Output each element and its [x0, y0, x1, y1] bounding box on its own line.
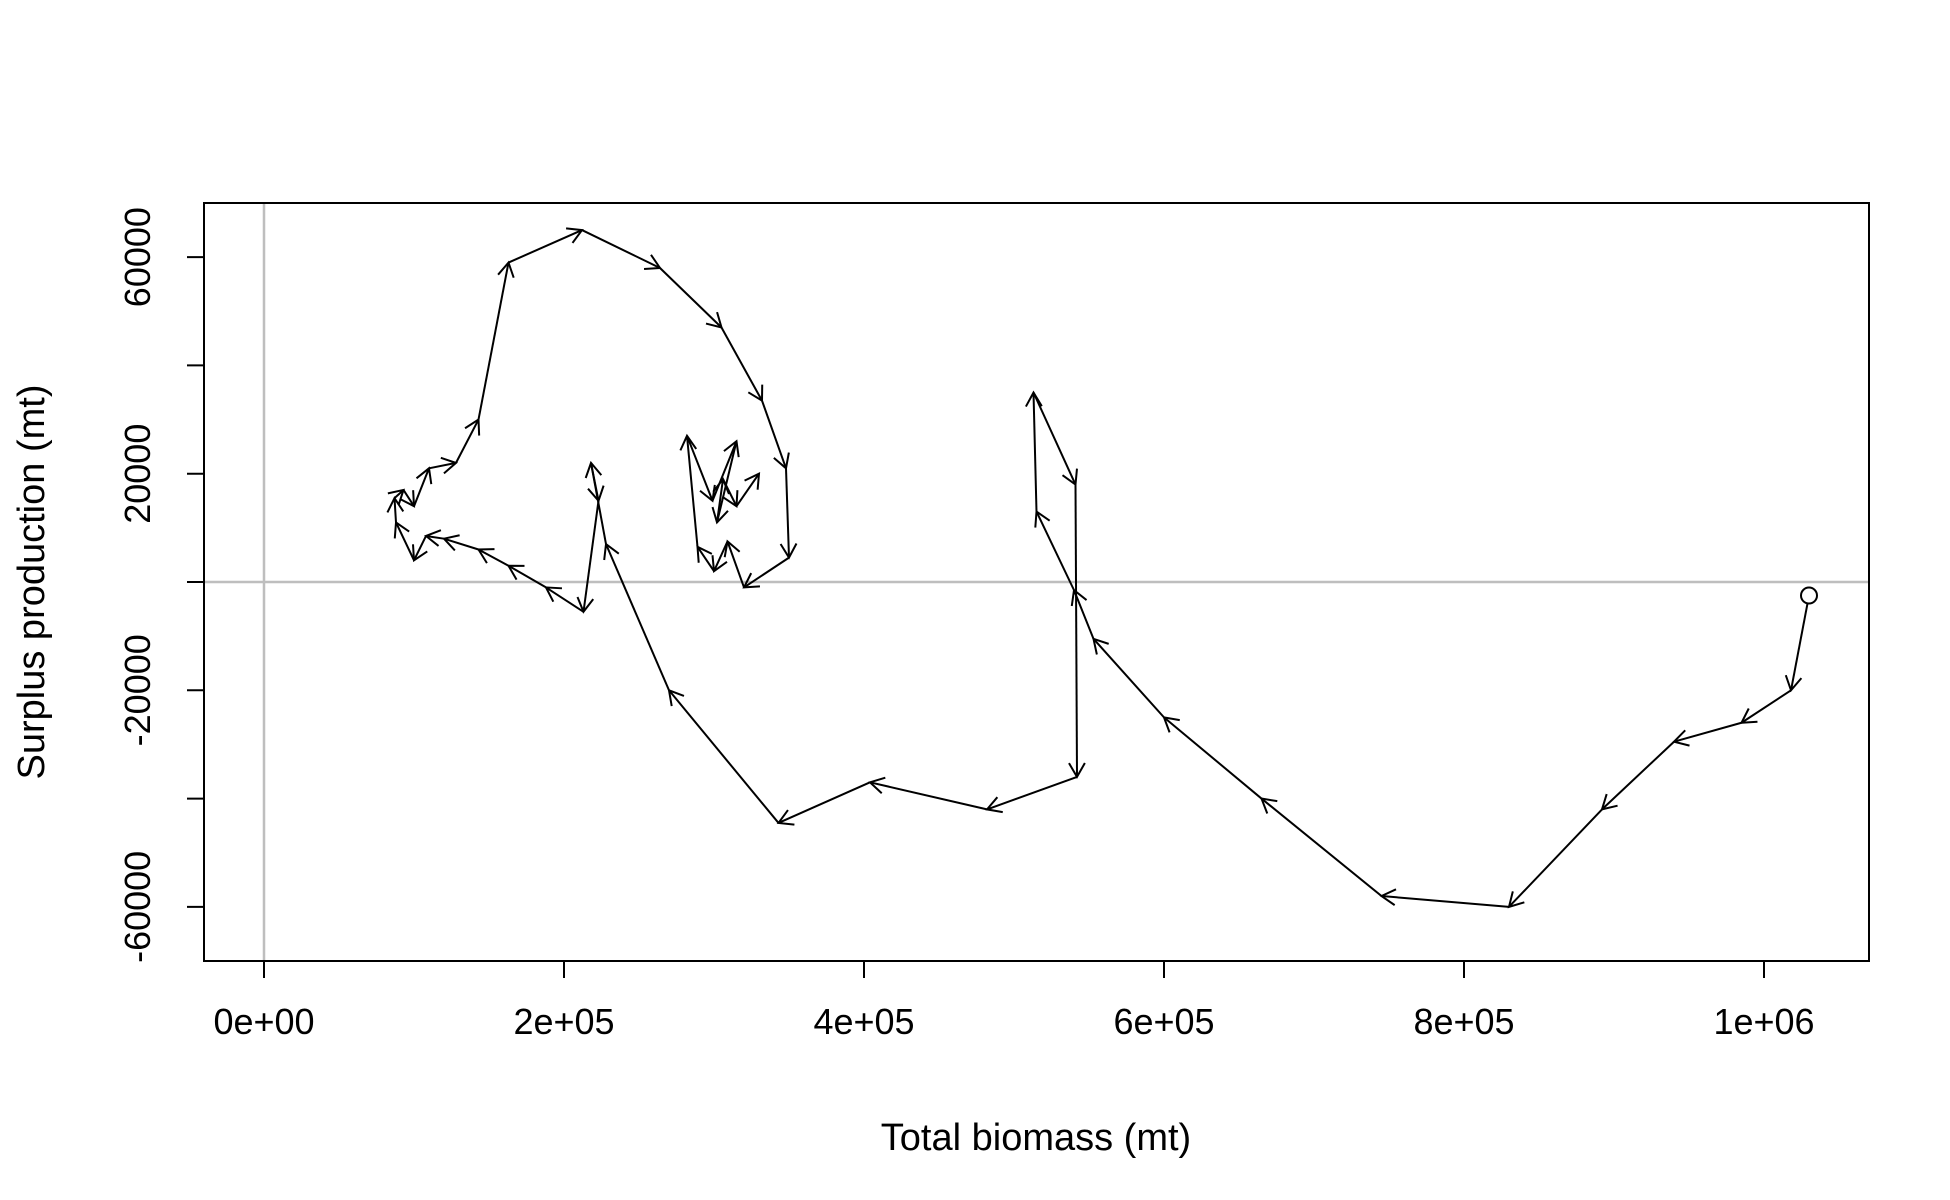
trajectory-segment — [713, 540, 729, 572]
x-axis: 0e+00 2e+05 4e+05 6e+05 8e+05 1e+06 — [213, 961, 1815, 1042]
trajectory-arrowhead — [1068, 762, 1086, 779]
x-axis-title: Total biomass (mt) — [881, 1117, 1191, 1159]
trajectory-arrowhead — [1379, 888, 1397, 906]
trajectory-segment — [668, 689, 780, 824]
trajectory-segment — [1035, 511, 1075, 591]
trajectory-segment — [686, 435, 699, 547]
trajectory-segment — [1381, 895, 1510, 908]
trajectory-segment — [477, 262, 510, 420]
trajectory-segment — [507, 564, 547, 589]
trajectory-arrowhead — [576, 596, 595, 614]
trajectory-segment — [1260, 797, 1383, 897]
trajectory-segment — [402, 489, 415, 507]
trajectory-arrowhead — [747, 384, 764, 403]
trajectory-arrowhead — [412, 544, 428, 563]
trajectory-segment — [1032, 392, 1038, 512]
trajectory-segment — [1092, 638, 1165, 719]
trajectory-segment — [393, 498, 397, 523]
trajectory-segment — [581, 229, 661, 269]
trajectory-arrowhead — [1739, 708, 1758, 724]
x-tick-label: 0e+00 — [213, 1001, 314, 1042]
x-tick-label: 6e+05 — [1113, 1001, 1214, 1042]
trajectory-arrowhead — [643, 254, 662, 271]
trajectory-segment — [1601, 740, 1675, 811]
y-tick-label: -20000 — [117, 634, 158, 746]
trajectory-segment — [726, 541, 745, 588]
trajectory-arrowhead — [442, 534, 460, 552]
trajectory-segment — [720, 327, 763, 402]
trajectory-segment — [590, 462, 600, 501]
biomass-production-trajectory — [386, 227, 1818, 909]
trajectory-arrowhead — [565, 227, 584, 244]
trajectory-segment — [508, 229, 583, 264]
y-tick-label: -60000 — [117, 851, 158, 963]
trajectory-segment — [711, 440, 738, 502]
x-tick-label: 8e+05 — [1413, 1001, 1514, 1042]
trajectory-segment — [455, 419, 480, 464]
trajectory-arrowhead — [776, 809, 795, 826]
x-tick-label: 4e+05 — [813, 1001, 914, 1042]
y-tick-label: 20000 — [117, 424, 158, 524]
trajectory-segment — [1073, 589, 1095, 640]
trajectory-arrowhead — [1672, 729, 1690, 747]
trajectory-segment — [869, 781, 988, 811]
trajectory-segment — [428, 461, 457, 470]
trajectory-segment — [605, 543, 670, 691]
trajectory-segment — [545, 586, 585, 613]
trajectory-segment — [425, 534, 445, 540]
trajectory-segment — [722, 478, 738, 507]
trajectory-segment — [1673, 721, 1742, 743]
trajectory-segment — [582, 500, 600, 612]
trajectory-segment — [478, 548, 509, 567]
y-tick-label: 60000 — [117, 207, 158, 307]
trajectory-segment — [1790, 595, 1810, 691]
y-axis: -60000 -20000 20000 60000 — [117, 207, 204, 963]
trajectory-segment — [761, 400, 787, 469]
trajectory-arrowhead — [744, 472, 761, 490]
trajectory-segment — [1163, 716, 1263, 800]
trajectory-segment — [686, 435, 714, 502]
trajectory-segment — [716, 440, 738, 523]
trajectory-arrowhead — [679, 433, 698, 451]
trajectory-segment — [1740, 689, 1792, 724]
trajectory-segment — [735, 473, 760, 507]
trajectory-segment — [986, 775, 1078, 811]
trajectory-segment — [659, 267, 723, 329]
trajectory-arrowhead — [386, 496, 405, 513]
trajectory-segment — [1032, 392, 1077, 485]
reference-lines — [204, 203, 1869, 961]
x-tick-label: 1e+06 — [1713, 1001, 1814, 1042]
trajectory-segment — [743, 556, 790, 589]
trajectory-arrowhead — [711, 506, 729, 525]
start-point-marker — [1800, 586, 1818, 605]
trajectory-segment — [716, 478, 724, 523]
trajectory-segment — [1508, 808, 1603, 908]
trajectory-segment — [395, 522, 415, 561]
trajectory-segment — [778, 781, 871, 824]
x-tick-label: 2e+05 — [513, 1001, 614, 1042]
trajectory-segment — [413, 467, 430, 507]
trajectory-arrowhead — [667, 688, 685, 707]
trajectory-segment — [785, 468, 790, 558]
trajectory-segment — [696, 546, 715, 572]
trajectory-segment — [393, 489, 405, 499]
y-axis-title: Surplus production (mt) — [11, 385, 53, 780]
trajectory-arrowhead — [393, 520, 410, 539]
trajectory-segment — [1074, 484, 1078, 777]
trajectory-segment — [413, 535, 427, 561]
trajectory-arrowhead — [440, 456, 458, 475]
trajectory-segment — [443, 537, 479, 551]
